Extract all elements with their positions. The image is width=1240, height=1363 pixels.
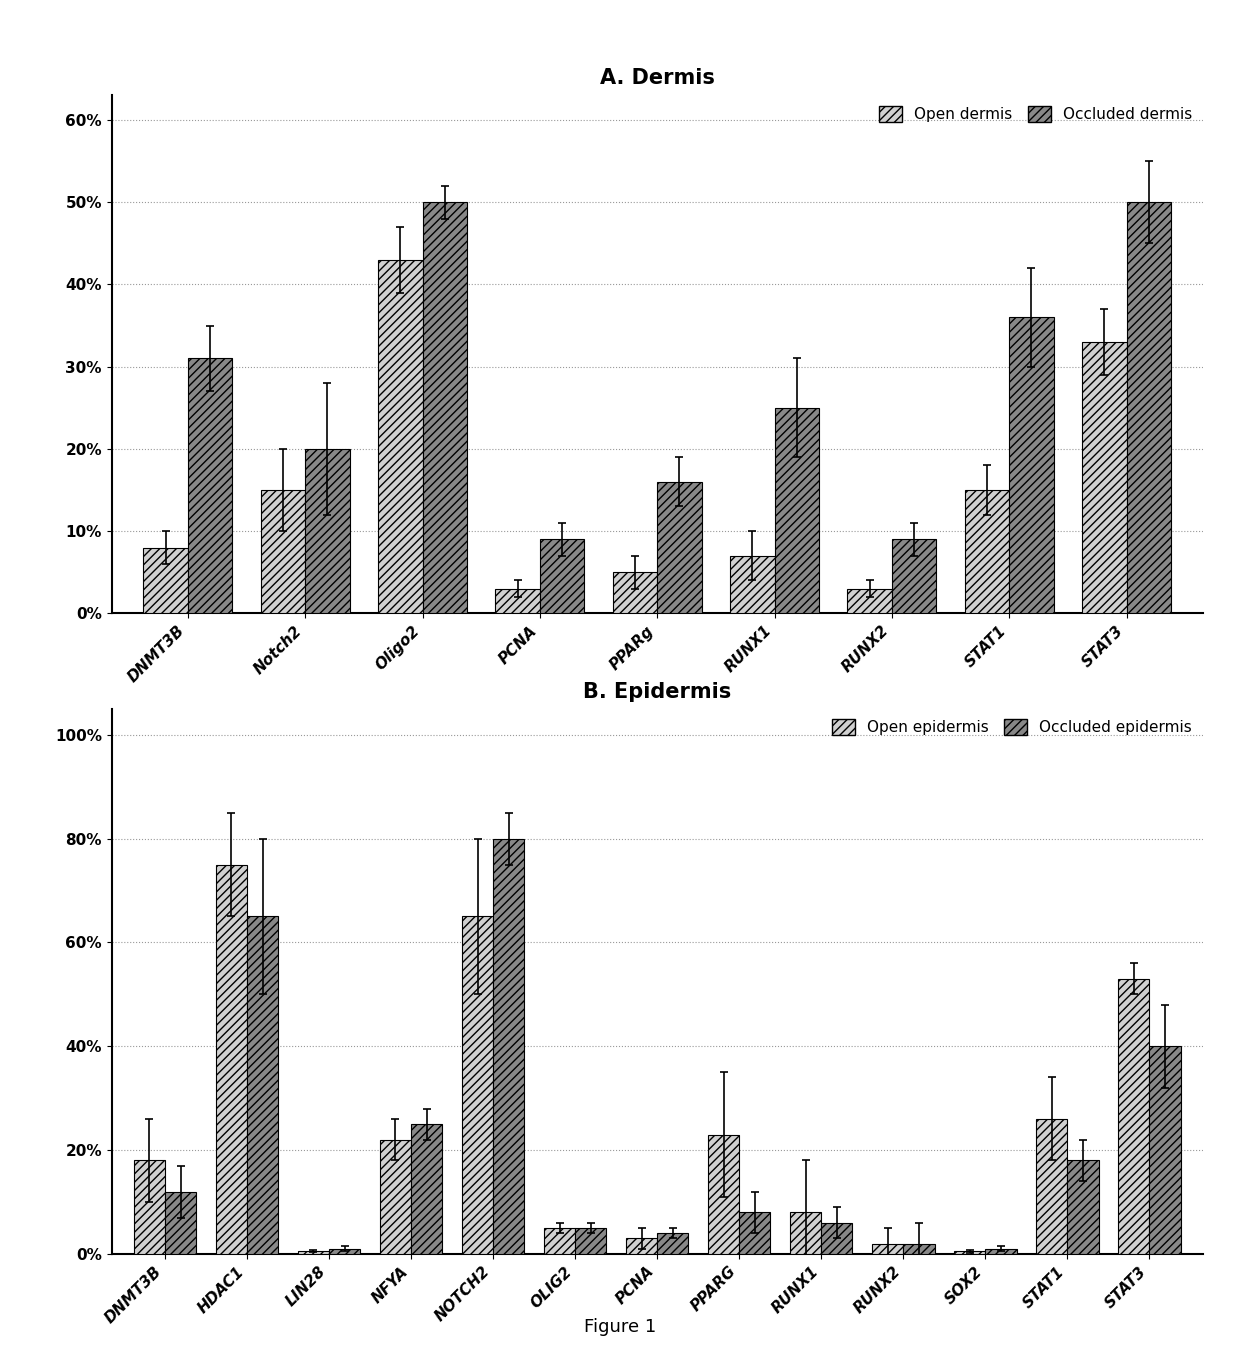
Bar [188,358,232,613]
Legend: Open epidermis, Occluded epidermis: Open epidermis, Occluded epidermis [826,713,1198,741]
Bar [730,556,775,613]
Bar [539,540,584,613]
Bar [903,1243,935,1254]
Bar [378,260,423,613]
Bar [544,1228,575,1254]
Bar [775,408,820,613]
Bar [412,1124,443,1254]
Bar [305,448,350,613]
Bar [144,548,188,613]
Bar [575,1228,606,1254]
Bar [626,1239,657,1254]
Bar [657,1234,688,1254]
Bar [329,1249,360,1254]
Bar [1068,1160,1099,1254]
Bar [821,1223,852,1254]
Bar [1037,1119,1068,1254]
Bar [495,589,539,613]
Bar [379,1139,412,1254]
Bar [955,1251,986,1254]
Bar [739,1213,770,1254]
Bar [1118,979,1149,1254]
Bar [134,1160,165,1254]
Legend: Open dermis, Occluded dermis: Open dermis, Occluded dermis [873,99,1198,128]
Title: A. Dermis: A. Dermis [600,68,714,89]
Bar [247,916,278,1254]
Bar [613,572,657,613]
Bar [965,491,1009,613]
Bar [494,838,525,1254]
Bar [216,864,247,1254]
Bar [872,1243,903,1254]
Bar [165,1191,196,1254]
Bar [892,540,936,613]
Bar [260,491,305,613]
Bar [708,1134,739,1254]
Text: Figure 1: Figure 1 [584,1318,656,1336]
Bar [423,202,467,613]
Bar [790,1213,821,1254]
Bar [298,1251,329,1254]
Bar [1009,318,1054,613]
Bar [1149,1047,1180,1254]
Bar [1126,202,1171,613]
Bar [463,916,494,1254]
Bar [1083,342,1126,613]
Bar [847,589,892,613]
Bar [657,481,702,613]
Bar [986,1249,1017,1254]
Title: B. Epidermis: B. Epidermis [583,682,732,702]
